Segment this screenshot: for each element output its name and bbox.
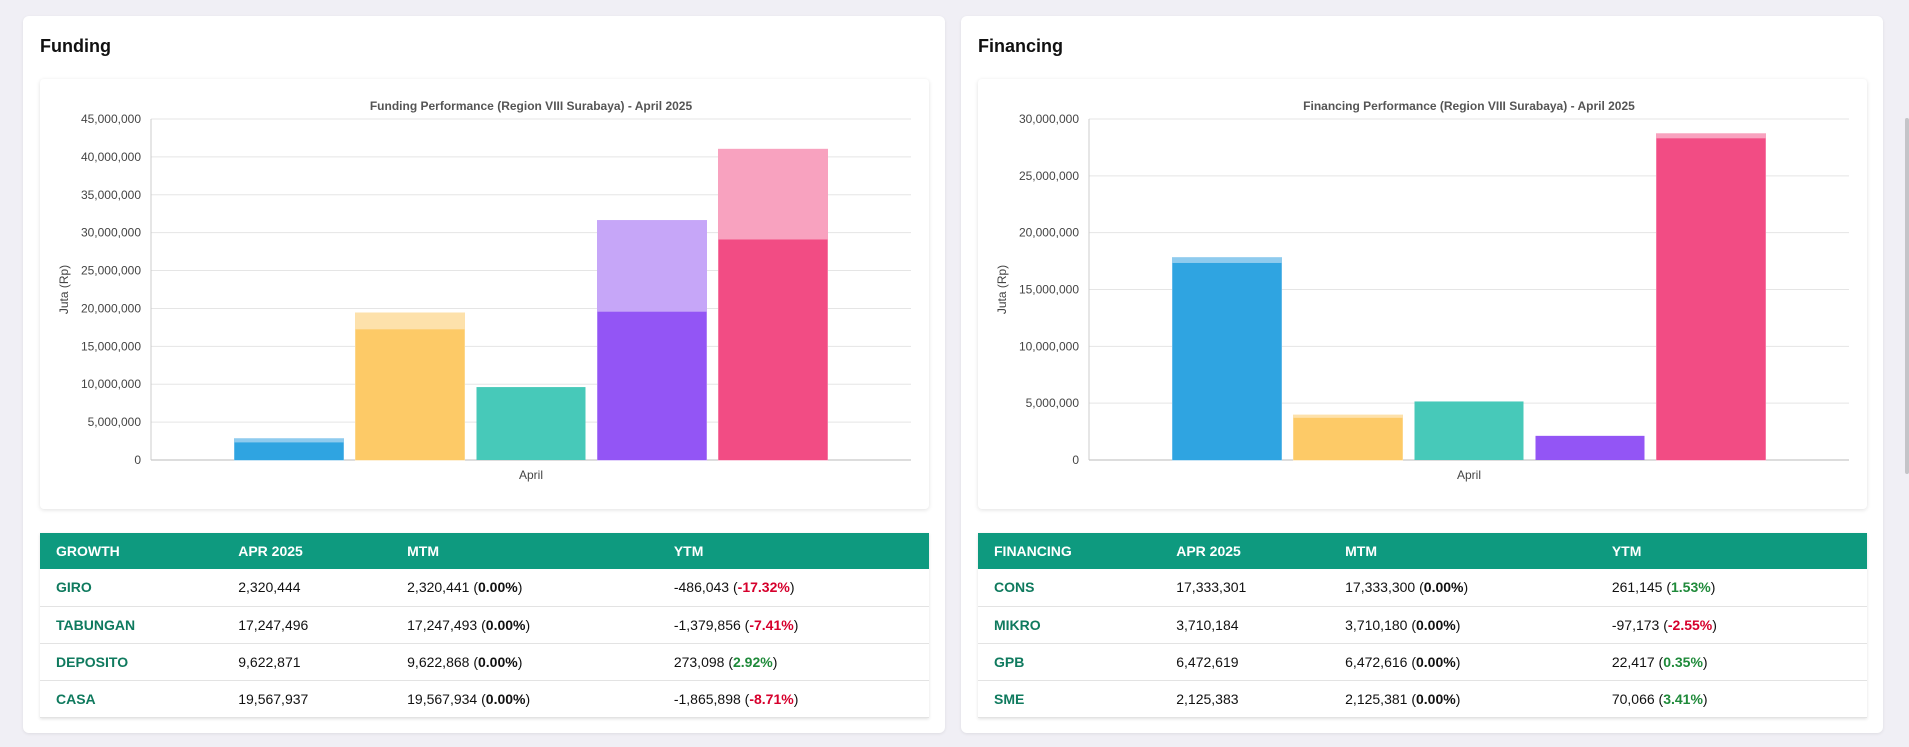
column-header: YTM bbox=[673, 543, 704, 559]
y-tick-label: 20,000,000 bbox=[1019, 226, 1079, 240]
table-row: MIKRO 3,710,184 3,710,180 (0.00%) -97,173 (… bbox=[978, 606, 1867, 644]
y-tick-label: 5,000,000 bbox=[88, 415, 142, 429]
funding-title: Funding bbox=[40, 36, 111, 56]
table-header-row: GROWTH APR 2025 MTM YTM bbox=[40, 533, 929, 569]
mtm-cell: 9,622,868 (0.00%) bbox=[391, 643, 658, 681]
row-label: MIKRO bbox=[978, 606, 1161, 644]
bar bbox=[476, 387, 586, 460]
apr-value: 3,710,184 bbox=[1160, 606, 1330, 644]
y-tick-label: 30,000,000 bbox=[1019, 112, 1079, 126]
y-tick-label: 25,000,000 bbox=[1019, 169, 1079, 183]
y-tick-label: 25,000,000 bbox=[81, 264, 141, 278]
apr-value: 19,567,937 bbox=[222, 680, 392, 718]
y-tick-label: 10,000,000 bbox=[81, 377, 141, 391]
apr-value: 17,333,301 bbox=[1160, 569, 1330, 607]
table-header-row: FINANCING APR 2025 MTM YTM bbox=[978, 533, 1867, 569]
y-tick-label: 15,000,000 bbox=[1019, 283, 1079, 297]
financing-title: Financing bbox=[978, 36, 1063, 56]
apr-value: 9,622,871 bbox=[222, 643, 392, 681]
row-label: GPB bbox=[978, 643, 1161, 681]
column-header: FINANCING bbox=[994, 543, 1072, 559]
y-tick-label: 40,000,000 bbox=[81, 150, 141, 164]
row-label: TABUNGAN bbox=[40, 606, 223, 644]
funding-card: Funding Funding Performance (Region VIII… bbox=[23, 16, 945, 733]
y-tick-label: 10,000,000 bbox=[1019, 339, 1079, 353]
ytm-cell: -1,379,856 (-7.41%) bbox=[657, 606, 929, 644]
column-header: YTM bbox=[1611, 543, 1642, 559]
table-row: GIRO 2,320,444 2,320,441 (0.00%) -486,043 (… bbox=[40, 569, 929, 607]
y-axis-label: Juta (Rp) bbox=[995, 265, 1009, 314]
chart-title: Funding Performance (Region VIII Surabay… bbox=[370, 99, 693, 113]
apr-value: 2,125,383 bbox=[1160, 680, 1330, 718]
mtm-cell: 17,333,300 (0.00%) bbox=[1329, 569, 1596, 607]
bar bbox=[355, 329, 465, 460]
apr-value: 2,320,444 bbox=[222, 569, 392, 607]
table-row: GPB 6,472,619 6,472,616 (0.00%) 22,417 (0.3… bbox=[978, 643, 1867, 681]
column-header: MTM bbox=[407, 543, 440, 559]
bar bbox=[1172, 262, 1282, 460]
column-header: MTM bbox=[1345, 543, 1378, 559]
y-tick-label: 5,000,000 bbox=[1026, 396, 1080, 410]
mtm-cell: 2,125,381 (0.00%) bbox=[1329, 680, 1596, 718]
chart-title: Financing Performance (Region VIII Surab… bbox=[1303, 99, 1635, 113]
table-row: CASA 19,567,937 19,567,934 (0.00%) -1,865,8… bbox=[40, 680, 929, 718]
table-row: CONS 17,333,301 17,333,300 (0.00%) 261,145 … bbox=[978, 569, 1867, 607]
page-scrollbar[interactable] bbox=[1905, 118, 1909, 474]
mtm-cell: 19,567,934 (0.00%) bbox=[391, 680, 658, 718]
row-label: DEPOSITO bbox=[40, 643, 223, 681]
funding-chart-svg: Funding Performance (Region VIII Surabay… bbox=[57, 99, 911, 482]
ytm-cell: 70,066 (3.41%) bbox=[1595, 680, 1867, 718]
bar bbox=[1293, 417, 1403, 460]
ytm-cell: 22,417 (0.35%) bbox=[1595, 643, 1867, 681]
ytm-cell: -1,865,898 (-8.71%) bbox=[657, 680, 929, 718]
y-tick-label: 20,000,000 bbox=[81, 301, 141, 315]
bar bbox=[234, 442, 344, 460]
column-header: APR 2025 bbox=[1176, 543, 1241, 559]
y-tick-label: 35,000,000 bbox=[81, 188, 141, 202]
y-tick-label: 0 bbox=[134, 453, 141, 467]
mtm-cell: 17,247,493 (0.00%) bbox=[391, 606, 658, 644]
row-label: SME bbox=[978, 680, 1161, 718]
y-tick-label: 45,000,000 bbox=[81, 112, 141, 126]
ytm-cell: -486,043 (-17.32%) bbox=[657, 569, 929, 607]
column-header: APR 2025 bbox=[238, 543, 303, 559]
bar bbox=[1656, 138, 1766, 460]
bar bbox=[597, 311, 707, 460]
funding-chart: Funding Performance (Region VIII Surabay… bbox=[40, 79, 929, 509]
row-label: CASA bbox=[40, 680, 223, 718]
row-label: CONS bbox=[978, 569, 1161, 607]
bar bbox=[1535, 435, 1645, 460]
ytm-cell: -97,173 (-2.55%) bbox=[1595, 606, 1867, 644]
x-axis-label: April bbox=[519, 468, 543, 482]
mtm-cell: 3,710,180 (0.00%) bbox=[1329, 606, 1596, 644]
ytm-cell: 261,145 (1.53%) bbox=[1595, 569, 1867, 607]
apr-value: 6,472,619 bbox=[1160, 643, 1330, 681]
table-row: TABUNGAN 17,247,496 17,247,493 (0.00%) -1,3… bbox=[40, 606, 929, 644]
financing-chart-svg: Financing Performance (Region VIII Surab… bbox=[995, 99, 1849, 482]
y-tick-label: 0 bbox=[1072, 453, 1079, 467]
apr-value: 17,247,496 bbox=[222, 606, 392, 644]
bar bbox=[718, 239, 828, 460]
table-row: SME 2,125,383 2,125,381 (0.00%) 70,066 (3.4… bbox=[978, 680, 1867, 718]
mtm-cell: 2,320,441 (0.00%) bbox=[391, 569, 658, 607]
financing-card: Financing Financing Performance (Region … bbox=[961, 16, 1883, 733]
table-row: DEPOSITO 9,622,871 9,622,868 (0.00%) 273,09… bbox=[40, 643, 929, 681]
mtm-cell: 6,472,616 (0.00%) bbox=[1329, 643, 1596, 681]
bar bbox=[1414, 401, 1524, 460]
financing-table: FINANCING APR 2025 MTM YTM CONS 17,333,301 17… bbox=[978, 533, 1867, 718]
y-tick-label: 30,000,000 bbox=[81, 226, 141, 240]
x-axis-label: April bbox=[1457, 468, 1481, 482]
row-label: GIRO bbox=[40, 569, 223, 607]
ytm-cell: 273,098 (2.92%) bbox=[657, 643, 929, 681]
funding-table: GROWTH APR 2025 MTM YTM GIRO 2,320,444 2,320,… bbox=[40, 533, 929, 718]
y-axis-label: Juta (Rp) bbox=[57, 265, 71, 314]
y-tick-label: 15,000,000 bbox=[81, 339, 141, 353]
financing-chart: Financing Performance (Region VIII Surab… bbox=[978, 79, 1867, 509]
column-header: GROWTH bbox=[56, 543, 120, 559]
